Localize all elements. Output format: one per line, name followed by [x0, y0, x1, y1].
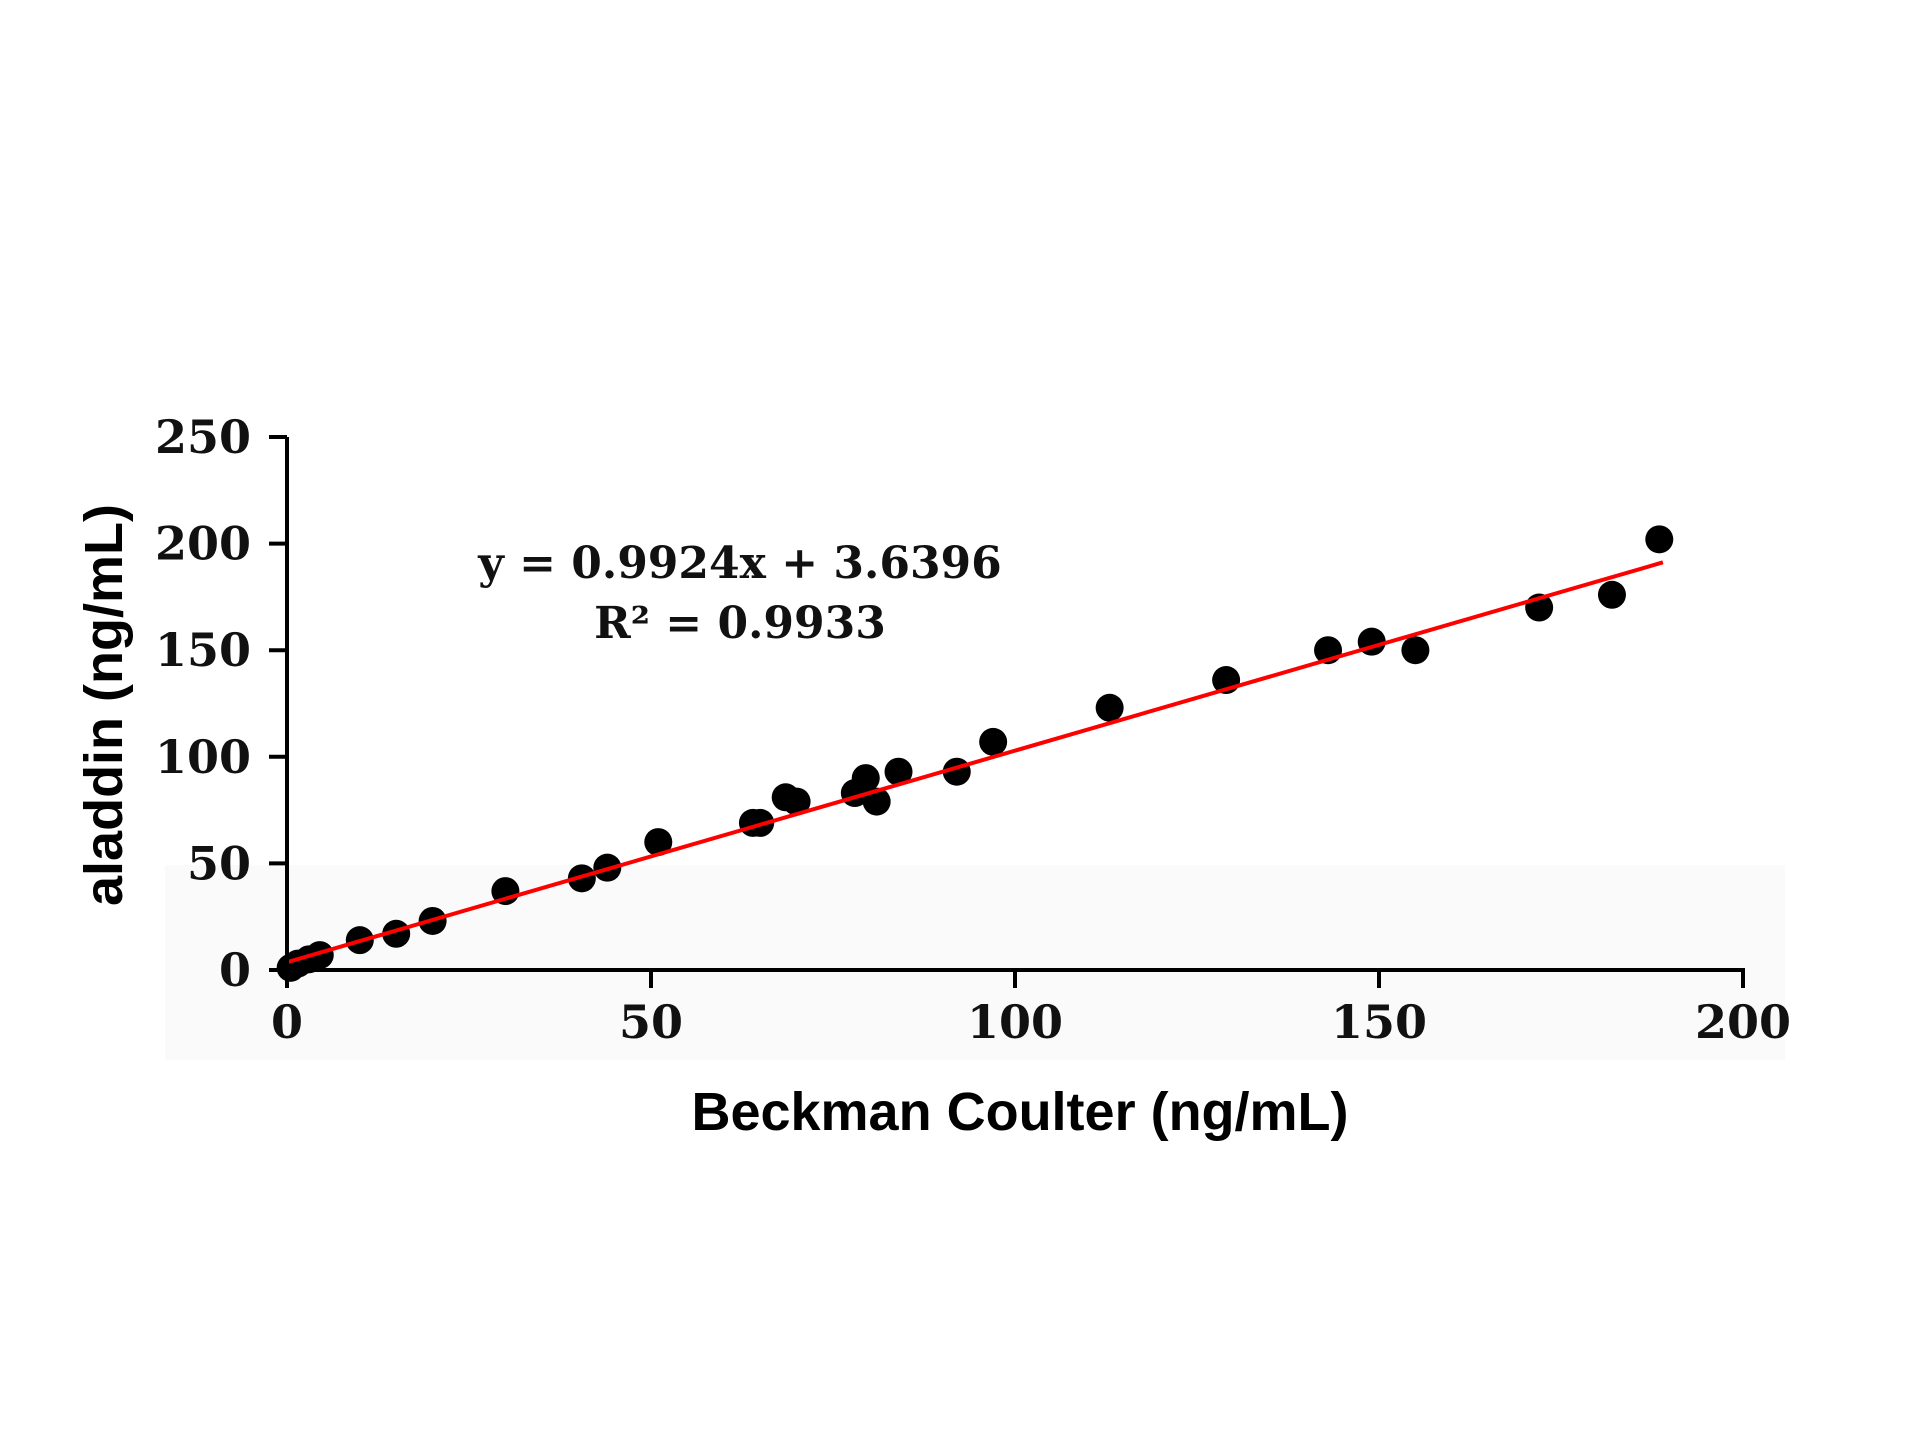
data-point-3: [305, 941, 334, 970]
y-tick-label-150: 150: [155, 623, 251, 677]
y-tick-label-200: 200: [155, 517, 251, 571]
y-tick-label-50: 50: [187, 836, 251, 890]
x-tick-label-150: 150: [1331, 995, 1427, 1049]
data-point-16: [851, 764, 880, 793]
x-tick-label-200: 200: [1695, 995, 1791, 1049]
plot-area: [276, 525, 1674, 982]
x-axis-title: Beckman Coulter (ng/mL): [691, 1082, 1348, 1142]
regression-line: [286, 560, 1664, 965]
r-squared-label: R² = 0.9933: [594, 598, 886, 649]
data-point-21: [1095, 693, 1124, 722]
regression-equation: y = 0.9924x + 3.6396: [477, 538, 1002, 589]
y-tick-label-250: 250: [155, 410, 251, 464]
x-tick-label-0: 0: [271, 995, 303, 1049]
axes: 0 50 100 150 200 0 50 100 150 200 250: [155, 410, 1791, 1049]
plot-background-band: [165, 865, 1785, 1060]
y-tick-label-100: 100: [155, 730, 251, 784]
data-point-18: [884, 757, 913, 786]
data-point-14: [782, 787, 811, 816]
data-point-25: [1401, 636, 1430, 665]
data-point-28: [1645, 525, 1674, 554]
data-point-27: [1597, 580, 1626, 609]
data-point-20: [979, 727, 1008, 756]
data-point-10: [644, 828, 673, 857]
x-tick-label-100: 100: [967, 995, 1063, 1049]
y-axis-title: aladdin (ng/mL): [74, 504, 134, 906]
y-tick-label-0: 0: [219, 943, 251, 997]
x-tick-label-50: 50: [619, 995, 683, 1049]
